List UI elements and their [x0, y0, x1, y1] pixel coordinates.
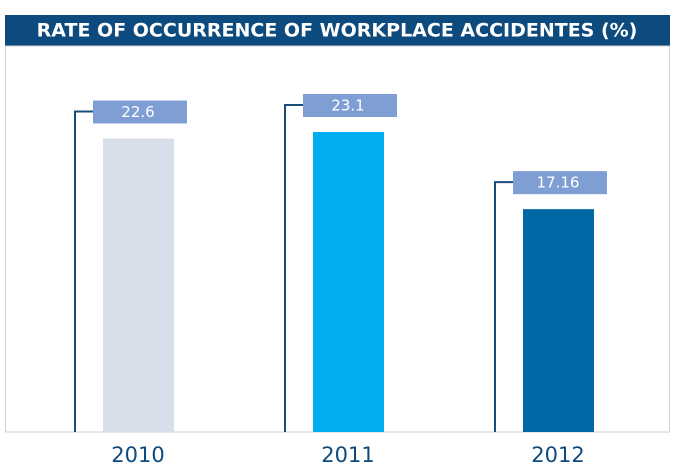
x-tick-label: 2012: [531, 443, 584, 467]
value-label: 22.6: [121, 103, 154, 121]
x-tick-label: 2011: [321, 443, 374, 467]
value-label: 17.16: [537, 174, 580, 192]
x-tick-label: 2010: [111, 443, 164, 467]
value-label-box: [513, 171, 607, 195]
value-label-box: [303, 94, 397, 117]
title-bar: [5, 15, 670, 46]
leader-line: [74, 110, 93, 432]
value-label-box: [93, 100, 187, 124]
bar: [103, 138, 174, 432]
chart-title: RATE OF OCCURRENCE OF WORKPLACE ACCIDENT…: [37, 20, 638, 42]
leader-line: [284, 104, 303, 432]
bar: [313, 132, 384, 432]
value-label: 23.1: [331, 97, 364, 115]
bar: [523, 209, 594, 432]
leader-line: [494, 181, 513, 432]
